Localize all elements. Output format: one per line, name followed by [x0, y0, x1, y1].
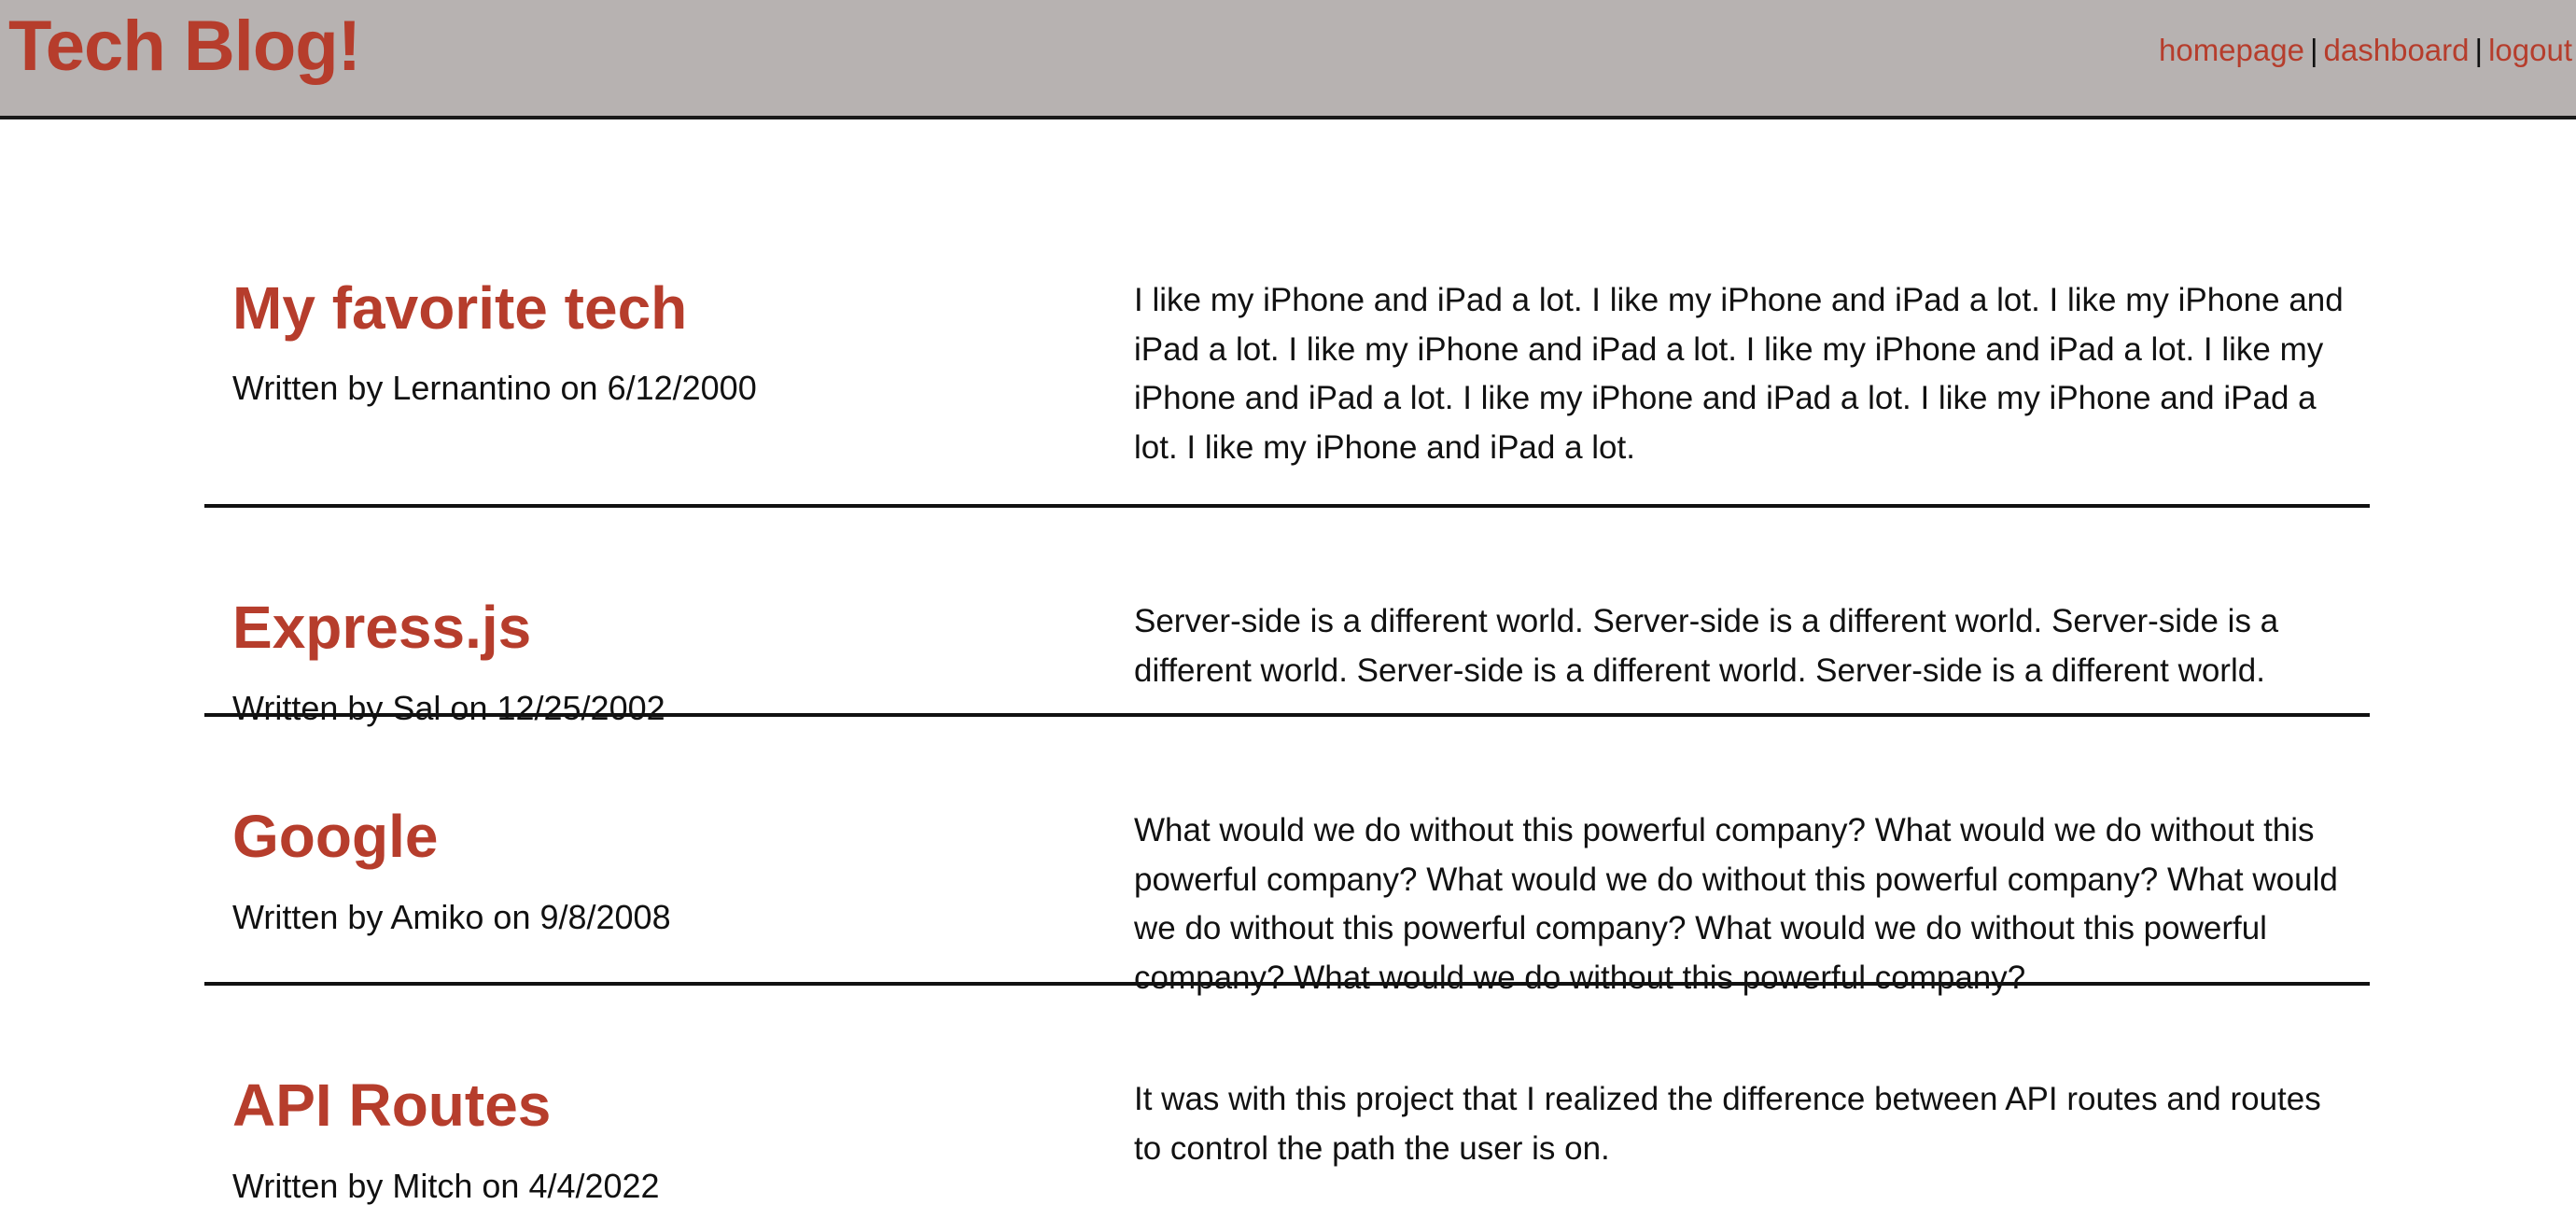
post-card[interactable]: Express.js Written by Sal on 12/25/2002 …	[204, 508, 2370, 727]
post-divider	[204, 713, 2370, 717]
post-meta: Written by Lernantino on 6/12/2000	[232, 369, 757, 407]
site-title: Tech Blog!	[8, 7, 361, 86]
post-title[interactable]: Express.js	[232, 594, 532, 661]
main-nav: homepage | dashboard | logout	[2159, 30, 2572, 71]
nav-separator: |	[2309, 33, 2318, 67]
post-body: It was with this project that I realized…	[1134, 1081, 2321, 1167]
post-divider	[204, 504, 2370, 508]
site-header: Tech Blog! homepage | dashboard | logout	[0, 0, 2576, 119]
post-title[interactable]: Google	[232, 803, 439, 870]
post-meta: Written by Sal on 12/25/2002	[232, 689, 665, 727]
nav-separator: |	[2474, 33, 2484, 67]
nav-link-logout[interactable]: logout	[2488, 33, 2572, 67]
nav-link-dashboard[interactable]: dashboard	[2323, 33, 2470, 67]
post-title[interactable]: API Routes	[232, 1072, 552, 1139]
post-card[interactable]: Google Written by Amiko on 9/8/2008 What…	[204, 717, 2370, 996]
post-card[interactable]: My favorite tech Written by Lernantino o…	[204, 187, 2370, 508]
post-title[interactable]: My favorite tech	[232, 274, 688, 342]
post-body: Server-side is a different world. Server…	[1134, 603, 2279, 689]
nav-link-homepage[interactable]: homepage	[2158, 33, 2304, 67]
post-card[interactable]: API Routes Written by Mitch on 4/4/2022 …	[204, 986, 2370, 1219]
post-meta: Written by Mitch on 4/4/2022	[232, 1167, 660, 1205]
post-body: I like my iPhone and iPad a lot. I like …	[1134, 282, 2344, 466]
post-meta: Written by Amiko on 9/8/2008	[232, 898, 671, 936]
post-divider	[204, 982, 2370, 986]
post-body: What would we do without this powerful c…	[1134, 812, 2338, 996]
